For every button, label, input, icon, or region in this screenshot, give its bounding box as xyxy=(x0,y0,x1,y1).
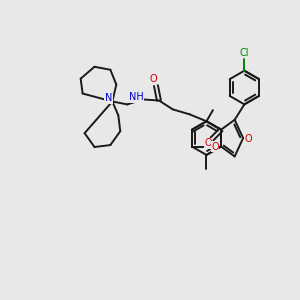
Text: NH: NH xyxy=(129,92,143,103)
Text: O: O xyxy=(149,74,157,84)
Text: N: N xyxy=(105,94,112,103)
Text: O: O xyxy=(244,134,252,144)
Text: O: O xyxy=(204,138,212,148)
Text: Cl: Cl xyxy=(240,48,249,58)
Text: O: O xyxy=(211,142,219,152)
